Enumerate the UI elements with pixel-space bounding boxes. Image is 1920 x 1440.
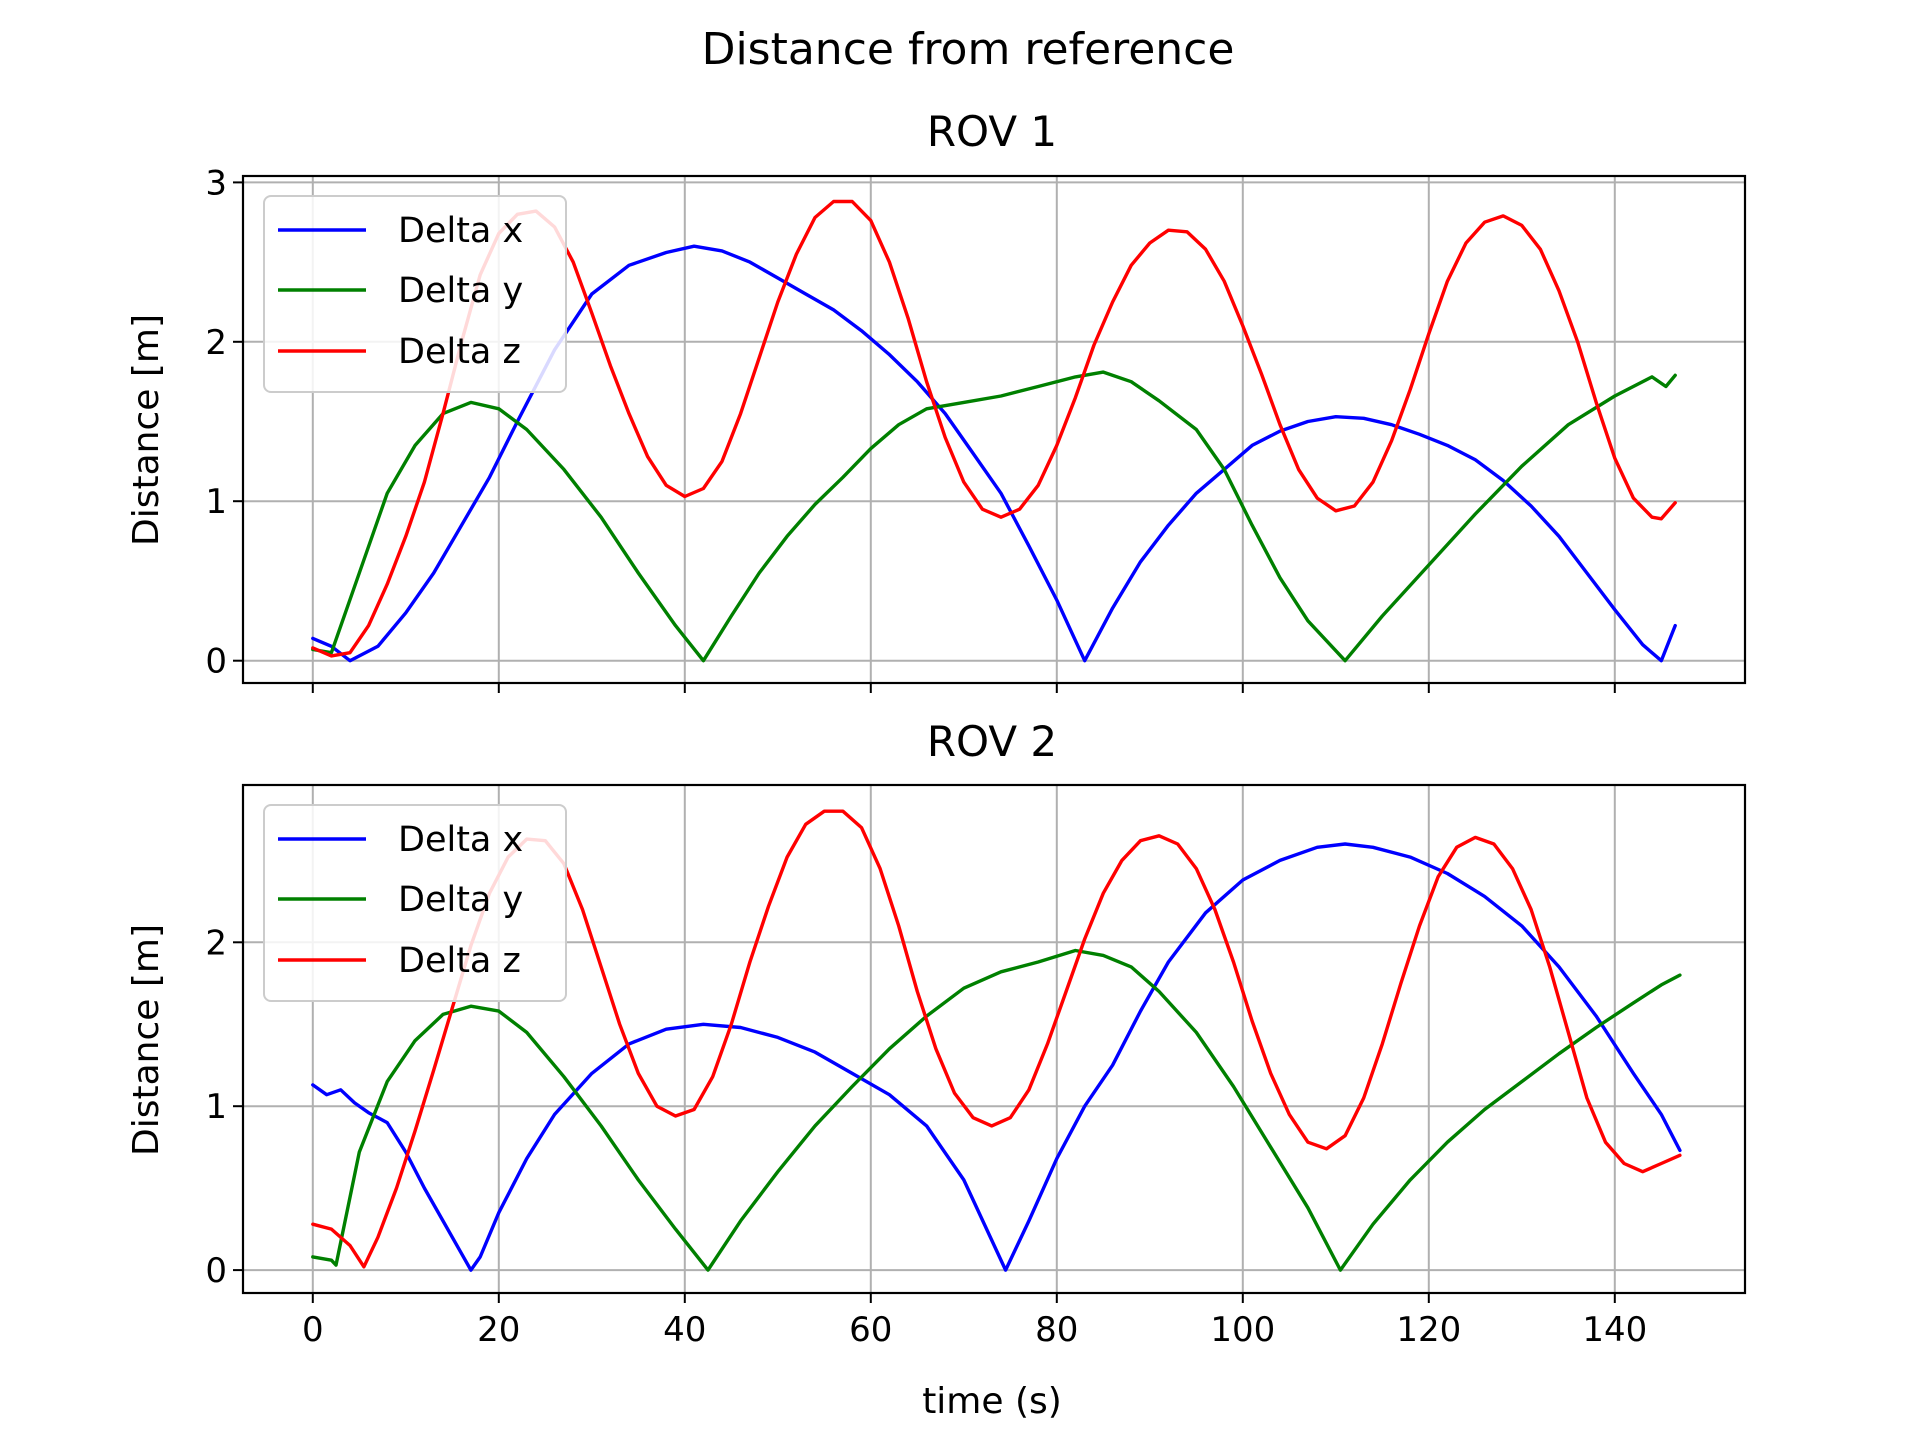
legend-frame [263, 804, 567, 1002]
rov2-legend: Delta x Delta y Delta z [263, 804, 567, 1002]
figure-title: Distance from reference [702, 24, 1235, 75]
rov2-y-axis-label: Distance [m] [126, 924, 167, 1156]
rov1-y-tick-label: 2 [205, 323, 227, 363]
legend-label-delta-y: Delta y [398, 271, 523, 311]
legend-frame [263, 195, 567, 393]
legend-label-delta-y: Delta y [398, 880, 523, 920]
rov2-x-tick-label: 120 [1396, 1310, 1461, 1350]
rov2-series-delta-y [311, 948, 1682, 1272]
rov1-ticks: 0 1 2 3 [205, 163, 1616, 693]
rov2-panel: ROV 2 0 20 40 60 80 100 120 140 0 1 2 Distance [m]… [126, 717, 1747, 1422]
rov2-x-tick-label: 100 [1210, 1310, 1275, 1350]
rov2-x-tick-label: 140 [1582, 1310, 1647, 1350]
legend-label-delta-x: Delta x [398, 820, 523, 860]
rov2-ticks: 0 20 40 60 80 100 120 140 0 1 2 [205, 923, 1647, 1350]
rov2-x-tick-label: 80 [1035, 1310, 1078, 1350]
rov2-y-tick-label: 0 [205, 1251, 227, 1291]
rov1-series-delta-x [311, 244, 1677, 663]
legend-label-delta-x: Delta x [398, 211, 523, 251]
rov1-y-tick-label: 0 [205, 642, 227, 682]
rov1-axes-frame [241, 174, 1747, 685]
rov2-x-tick-label: 0 [302, 1310, 324, 1350]
rov2-title: ROV 2 [927, 717, 1057, 766]
rov2-y-tick-label: 2 [205, 923, 227, 963]
rov2-series-delta-x [311, 842, 1682, 1272]
rov1-panel: ROV 1 0 1 2 3 Distance [m] Delta x Delta y … [126, 107, 1747, 693]
rov2-x-tick-label: 40 [663, 1310, 706, 1350]
rov2-x-axis-label: time (s) [922, 1381, 1062, 1422]
rov2-x-tick-label: 20 [477, 1310, 520, 1350]
rov1-title: ROV 1 [927, 107, 1057, 156]
rov1-y-axis-label: Distance [m] [126, 314, 167, 546]
rov1-y-tick-label: 3 [205, 163, 227, 203]
rov2-y-tick-label: 1 [205, 1087, 227, 1127]
rov1-y-tick-label: 1 [205, 482, 227, 522]
legend-label-delta-z: Delta z [398, 332, 521, 372]
rov1-legend: Delta x Delta y Delta z [263, 195, 567, 393]
legend-label-delta-z: Delta z [398, 941, 521, 981]
rov2-axes-frame [241, 783, 1747, 1295]
rov2-x-tick-label: 60 [849, 1310, 892, 1350]
rov1-series-delta-y [311, 370, 1677, 663]
